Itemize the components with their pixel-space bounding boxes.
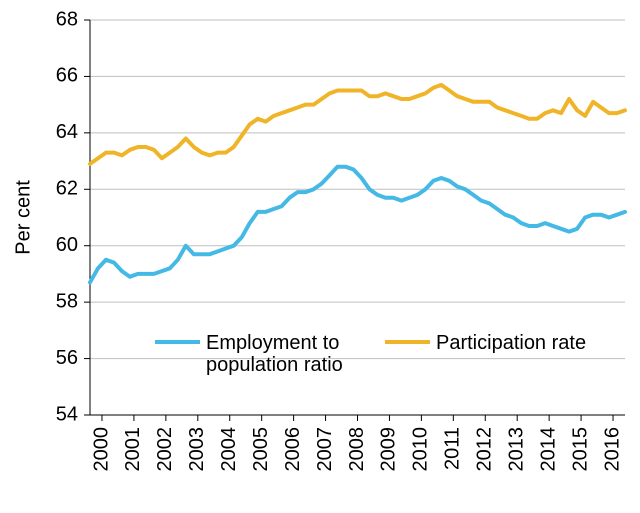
x-tick-label: 2004 (218, 427, 240, 472)
x-tick-label: 2006 (282, 427, 304, 472)
y-tick-label: 60 (56, 234, 78, 256)
y-tick-label: 66 (56, 65, 78, 87)
labour-market-chart: 54 56 58 60 62 64 66 68 2000 2001 2002 2003 2004 2005… (0, 0, 640, 513)
chart-svg: 54 56 58 60 62 64 66 68 2000 2001 2002 2003 2004 2005… (0, 0, 640, 513)
y-tick-label: 68 (56, 8, 78, 30)
x-tick-label: 2009 (378, 427, 400, 472)
legend-label-1-line2: population ratio (206, 354, 343, 376)
y-tick-label: 54 (56, 403, 78, 425)
y-axis-label: Per cent (12, 180, 34, 255)
y-tick-label: 64 (56, 121, 78, 143)
y-tick-label: 58 (56, 290, 78, 312)
x-tick-label: 2007 (314, 427, 336, 472)
y-tick-label: 62 (56, 178, 78, 200)
legend-label-2: Participation rate (436, 332, 586, 354)
x-tick-label: 2005 (250, 427, 272, 472)
x-tick-label: 2000 (90, 427, 112, 472)
x-tick-label: 2003 (186, 427, 208, 472)
legend-label-1-line1: Employment to (206, 332, 339, 354)
y-tick-label: 56 (56, 347, 78, 369)
x-tick-label: 2008 (346, 427, 368, 472)
x-tick-label: 2012 (474, 427, 496, 472)
x-tick-label: 2014 (537, 427, 559, 472)
x-tick-label: 2010 (410, 427, 432, 472)
x-tick-label: 2013 (505, 427, 527, 472)
x-tick-label: 2015 (569, 427, 591, 472)
x-tick-label: 2011 (442, 427, 464, 470)
x-tick-label: 2016 (601, 427, 623, 472)
x-tick-label: 2002 (154, 427, 176, 472)
x-tick-label: 2001 (122, 427, 144, 472)
